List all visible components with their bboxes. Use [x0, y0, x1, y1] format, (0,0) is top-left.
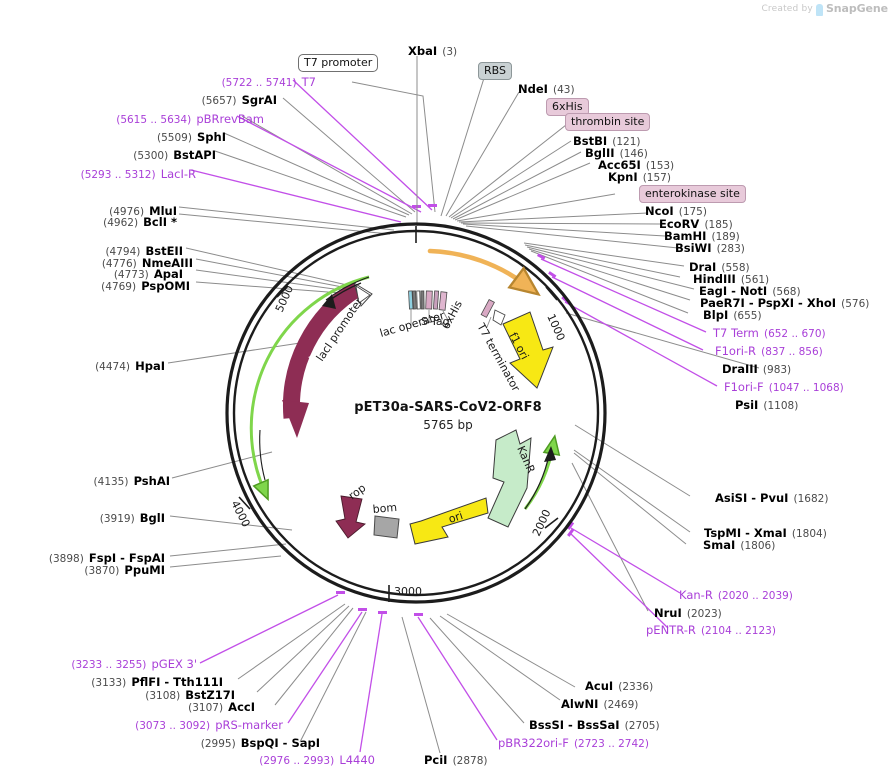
- label-HpaI[interactable]: (4474) HpaI: [95, 359, 165, 373]
- feature-bom-box: [373, 515, 400, 539]
- label-NdeI[interactable]: NdeI (43): [518, 82, 575, 96]
- watermark-prefix: Created by: [761, 3, 813, 14]
- purple-primer-ticks-bottom: [336, 591, 423, 616]
- label-L4440[interactable]: (2976 .. 2993) L4440: [259, 753, 375, 767]
- annotation-t7-promoter[interactable]: T7 promoter: [298, 54, 379, 72]
- label-EagI[interactable]: EagI - NotI (568): [699, 284, 801, 298]
- annotation-enterokinase-site[interactable]: enterokinase site: [639, 185, 746, 203]
- label-BstBI[interactable]: BstBI (121): [573, 134, 641, 148]
- feature-rop-arrow: [335, 495, 366, 539]
- label-PpuMI[interactable]: (3870) PpuMI: [84, 563, 165, 577]
- label-EcoRV[interactable]: EcoRV (185): [659, 217, 733, 231]
- label-LacI-R[interactable]: (5293 .. 5312) LacI-R: [80, 167, 196, 181]
- leader-lines-bottom: [237, 603, 576, 754]
- leader-lines-purple-left: [190, 79, 433, 223]
- label-BstEII[interactable]: (4794) BstEII: [105, 244, 183, 258]
- label-PshAI[interactable]: (4135) PshAI: [93, 474, 170, 488]
- label-Kan-R[interactable]: Kan-R (2020 .. 2039): [679, 588, 793, 602]
- feature-t7-promoter-arrow: [427, 248, 526, 285]
- label-BssSI[interactable]: BssSI - BssSaI (2705): [529, 718, 660, 732]
- label-BglI[interactable]: (3919) BglI: [99, 511, 165, 525]
- mcs-tick-lines: [410, 309, 450, 328]
- label-BstAPI[interactable]: (5300) BstAPI: [133, 148, 216, 162]
- label-pGEX3[interactable]: (3233 .. 3255) pGEX 3': [71, 657, 197, 671]
- label-BclI[interactable]: (4962) BclI *: [103, 215, 177, 229]
- label-PciI[interactable]: PciI (2878): [424, 753, 488, 767]
- leader-lines-purple-bottom: [199, 594, 498, 753]
- label-AccI[interactable]: (3107) AccI: [188, 700, 255, 714]
- svg-text:2000: 2000: [530, 507, 554, 538]
- label-KpnI[interactable]: KpnI (157): [608, 170, 671, 184]
- label-AsiSI[interactable]: AsiSI - PvuI (1682): [715, 491, 829, 505]
- primer-laci-arc: [249, 275, 370, 490]
- plasmid-name: pET30a-SARS-CoV2-ORF8: [354, 400, 542, 415]
- label-BglII[interactable]: BglII (146): [585, 146, 648, 160]
- label-pRS-marker[interactable]: (3073 .. 3092) pRS-marker: [135, 718, 283, 732]
- label-FspI[interactable]: (3898) FspI - FspAI: [48, 551, 165, 565]
- label-SgrAI[interactable]: (5657) SgrAI: [201, 93, 277, 107]
- svg-text:1000: 1000: [544, 312, 567, 343]
- label-pENTR-R[interactable]: pENTR-R (2104 .. 2123): [646, 623, 776, 637]
- annotation-rbs[interactable]: RBS: [478, 62, 512, 80]
- feature-ori-arrow: [409, 497, 489, 545]
- label-T7-Term[interactable]: T7 Term (652 .. 670): [713, 326, 826, 340]
- inner-label-S-Tag: S-Tag: [421, 315, 450, 328]
- label-AlwNI[interactable]: AlwNI (2469): [561, 697, 639, 711]
- leader-lines-top-left: [167, 81, 436, 568]
- inner-label-ori: ori: [447, 509, 465, 526]
- label-HindIII[interactable]: HindIII (561): [693, 272, 770, 286]
- leader-lines-purple-right: [540, 258, 718, 629]
- inner-label-bom: bom: [372, 501, 397, 516]
- label-T7[interactable]: (5722 .. 5741) T7: [221, 75, 316, 89]
- label-pBR322ori-F[interactable]: pBR322ori-F (2723 .. 2742): [498, 736, 649, 750]
- label-Acc65I[interactable]: Acc65I (153): [598, 158, 675, 172]
- leader-lines-top: [416, 56, 520, 226]
- label-SphI[interactable]: (5509) SphI: [157, 130, 226, 144]
- label-XbaI[interactable]: XbaI (3): [408, 44, 458, 58]
- feature-laci-arrow: [282, 280, 373, 438]
- label-PflFI[interactable]: (3133) PflFI - Tth111I: [91, 675, 223, 689]
- watermark-name: SnapGene: [825, 2, 888, 15]
- purple-primer-ticks-left: [412, 204, 437, 208]
- label-BsiWI[interactable]: BsiWI (283): [675, 241, 745, 255]
- feature-kanr-arrow: [487, 429, 532, 528]
- label-PsiI[interactable]: PsiI (1108): [735, 398, 799, 412]
- label-PaeR7I[interactable]: PaeR7I - PspXI - XhoI (576): [700, 296, 870, 310]
- label-ApaI[interactable]: (4773) ApaI: [113, 267, 183, 281]
- annotation-thrombin-site[interactable]: thrombin site: [565, 113, 651, 131]
- label-AcuI[interactable]: AcuI (2336): [585, 679, 654, 693]
- snapgene-logo-icon: [815, 3, 823, 16]
- feature-f1-ori-arrow: [502, 311, 554, 389]
- label-pBRrevBam[interactable]: (5615 .. 5634) pBRrevBam: [116, 112, 264, 126]
- label-MluI[interactable]: (4976) MluI: [109, 204, 177, 218]
- label-BspQI[interactable]: (2995) BspQI - SapI: [200, 736, 320, 750]
- feature-t7-terminator: [480, 298, 506, 328]
- label-BamHI[interactable]: BamHI (189): [664, 229, 740, 243]
- label-F1ori-F[interactable]: F1ori-F (1047 .. 1068): [724, 380, 844, 394]
- label-TspMI[interactable]: TspMI - XmaI (1804): [704, 526, 827, 540]
- mcs-feature-boxes: [408, 290, 448, 311]
- ruler-ticks: [238, 226, 559, 602]
- plasmid-size: 5765 bp: [423, 418, 473, 432]
- label-SmaI[interactable]: SmaI (1806): [703, 538, 776, 552]
- label-BstZ17I[interactable]: (3108) BstZ17I: [145, 688, 235, 702]
- label-DraI[interactable]: DraI (558): [689, 260, 750, 274]
- primer-laci-inner-arrow: [322, 282, 362, 309]
- label-F1ori-R[interactable]: F1ori-R (837 .. 856): [715, 344, 823, 358]
- label-NcoI[interactable]: NcoI (175): [645, 204, 707, 218]
- label-BlpI[interactable]: BlpI (655): [703, 308, 762, 322]
- label-DraIII[interactable]: DraIII (983): [722, 362, 792, 376]
- snapgene-watermark: Created by SnapGene: [761, 2, 888, 16]
- primer-kanr-arc: [523, 446, 556, 510]
- svg-text:3000: 3000: [394, 585, 422, 598]
- leader-lines-top-right: [448, 124, 760, 612]
- label-NmeAIII[interactable]: (4776) NmeAIII: [101, 256, 193, 270]
- label-NruI[interactable]: NruI (2023): [654, 606, 722, 620]
- label-PspOMI[interactable]: (4769) PspOMI: [101, 279, 190, 293]
